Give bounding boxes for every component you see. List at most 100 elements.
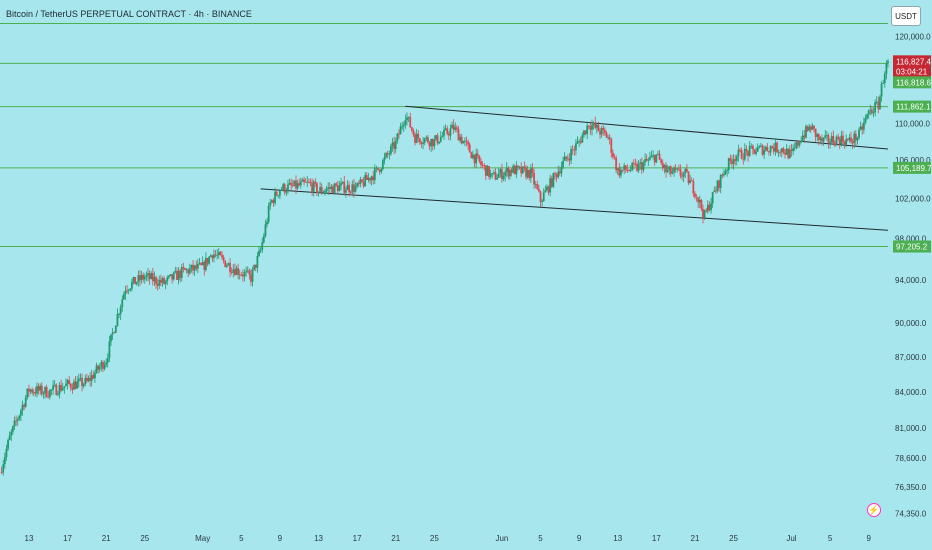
candle-189 — [304, 177, 307, 183]
candle-355 — [571, 145, 574, 155]
candle-426 — [686, 163, 688, 173]
lightning-icon[interactable]: ⚡ — [867, 503, 881, 517]
candle-body — [242, 274, 244, 277]
candle-29 — [47, 390, 50, 399]
candle-body — [406, 117, 408, 121]
candle-151 — [243, 269, 246, 282]
candle-347 — [558, 166, 561, 176]
candle-514 — [827, 133, 830, 149]
candle-body — [63, 386, 66, 389]
candle-body — [515, 165, 518, 175]
candle-25 — [40, 382, 43, 397]
candle-130 — [209, 254, 212, 258]
candle-body — [880, 83, 883, 97]
price-tags: 116,827.403:04:21116,818.6111,862.1105,1… — [893, 55, 932, 253]
candle-body — [797, 142, 799, 146]
currency-button[interactable]: USDT — [891, 6, 921, 26]
candle-513 — [825, 131, 828, 141]
candle-body — [250, 274, 252, 282]
candle-545 — [877, 96, 880, 114]
candle-258 — [415, 128, 418, 144]
candle-body — [266, 221, 268, 225]
candle-391 — [629, 165, 632, 173]
candle-body — [309, 181, 312, 184]
candle-361 — [581, 132, 584, 143]
candle-body — [615, 157, 618, 171]
candle-body — [782, 148, 785, 153]
candle-272 — [438, 141, 441, 145]
x-tick-label: 21 — [102, 534, 111, 543]
candle-body — [735, 156, 738, 161]
level-tag-1: 116,818.6 — [893, 76, 932, 89]
candle-body — [621, 169, 624, 171]
candle-541 — [871, 106, 873, 115]
candle-body — [258, 250, 260, 256]
candle-body — [544, 190, 547, 193]
candle-443 — [713, 186, 716, 193]
candle-body — [188, 268, 191, 274]
candle-body — [224, 260, 227, 267]
candle-476 — [766, 143, 769, 152]
candle-17 — [28, 384, 30, 398]
candle-body — [351, 184, 354, 193]
candle-body — [620, 169, 622, 176]
candle-51 — [82, 382, 85, 389]
x-tick-label: 17 — [353, 534, 362, 543]
candle-body — [36, 386, 38, 394]
candle-body — [830, 136, 833, 143]
candle-349 — [562, 156, 564, 170]
candle-body — [491, 173, 494, 174]
candle-226 — [364, 171, 367, 187]
candle-301 — [484, 165, 487, 180]
candle-body — [279, 190, 281, 196]
candle-143 — [230, 267, 233, 275]
candle-body — [287, 184, 289, 192]
candle-37 — [60, 379, 63, 392]
x-tick-label: Jul — [786, 534, 796, 543]
level-tag-4-text: 97,205.2 — [896, 243, 928, 252]
candle-243 — [391, 138, 394, 152]
candle-242 — [390, 143, 392, 156]
candle-body — [877, 101, 880, 110]
candle-482 — [776, 141, 778, 154]
candle-body — [771, 146, 774, 149]
candle-468 — [753, 149, 756, 155]
candle-167 — [269, 198, 272, 210]
candle-294 — [473, 154, 476, 168]
candle-body — [237, 268, 239, 275]
candle-body — [267, 205, 270, 222]
candle-388 — [624, 165, 627, 173]
candle-418 — [673, 165, 675, 177]
candle-body — [211, 255, 214, 259]
candle-body — [542, 192, 545, 202]
candle-body — [795, 142, 798, 148]
candle-body — [439, 136, 442, 142]
candle-body — [657, 153, 659, 155]
candle-body — [200, 263, 202, 266]
candle-185 — [298, 178, 301, 187]
candle-body — [275, 191, 278, 196]
candle-body — [566, 158, 569, 160]
candle-body — [84, 378, 87, 385]
candle-body — [534, 184, 537, 185]
candle-75 — [121, 295, 124, 312]
candle-body — [208, 256, 211, 264]
candle-65 — [105, 358, 108, 368]
candle-350 — [563, 152, 566, 161]
candle-70 — [113, 331, 116, 334]
candle-192 — [309, 178, 312, 187]
candle-body — [31, 389, 34, 393]
candle-85 — [137, 270, 140, 287]
candle-457 — [735, 154, 738, 166]
candle-475 — [764, 145, 767, 152]
candle-163 — [262, 233, 265, 244]
y-tick-label: 110,000.0 — [895, 119, 931, 128]
candle-body — [533, 173, 535, 185]
candle-416 — [669, 165, 672, 178]
candle-291 — [468, 142, 471, 153]
candle-348 — [560, 161, 563, 178]
candle-body — [462, 141, 465, 144]
candle-255 — [410, 126, 413, 133]
last-price-tag-text: 116,827.4 — [896, 57, 932, 66]
